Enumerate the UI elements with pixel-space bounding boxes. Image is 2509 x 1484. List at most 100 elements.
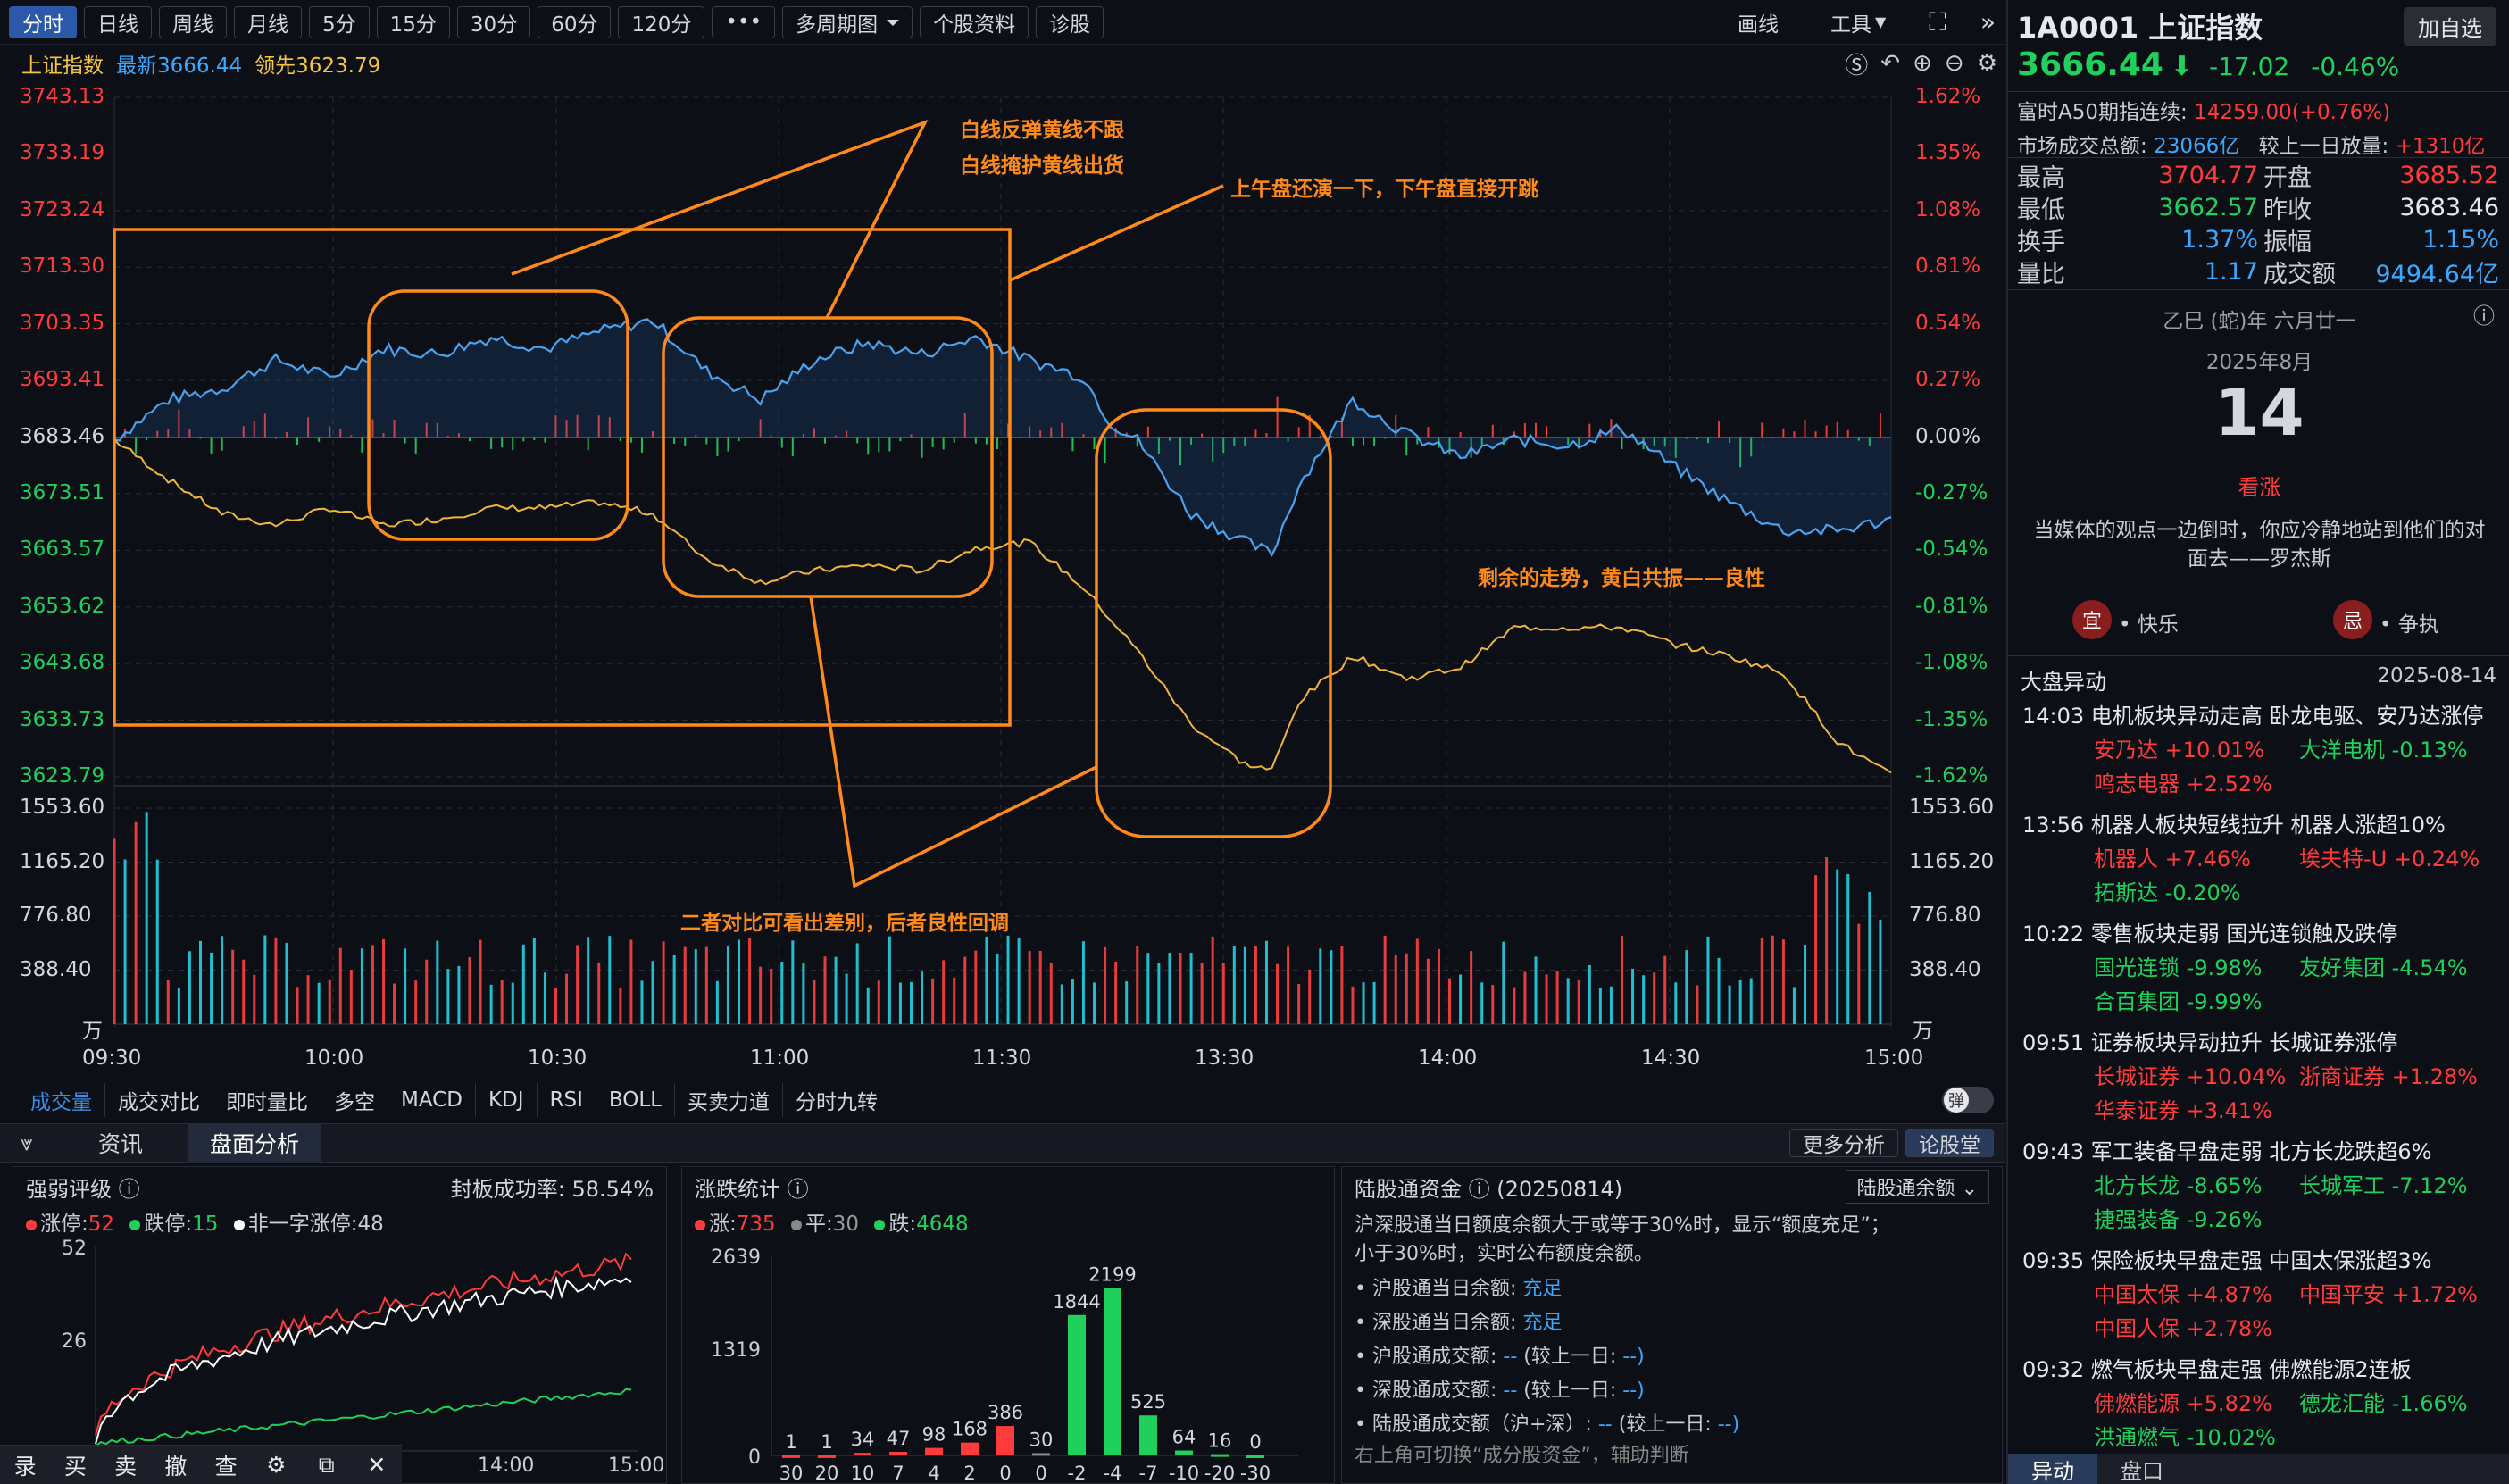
- ind-long-short[interactable]: 多空: [321, 1083, 388, 1117]
- close-icon[interactable]: ✕: [367, 1452, 387, 1478]
- dist-category-label: -30: [1240, 1463, 1271, 1483]
- ind-nine-turn[interactable]: 分时九转: [796, 1091, 879, 1114]
- multi-period-dropdown[interactable]: 多周期图: [782, 5, 913, 38]
- news-stock[interactable]: 友好集团 -4.54%: [2299, 955, 2468, 980]
- intraday-chart[interactable]: 3743.13 1.62% 3733.19 1.35% 3723.24 1.08% 3713…: [0, 82, 2005, 1087]
- settings-gear-icon[interactable]: ⚙: [1976, 50, 1997, 77]
- tab-5min[interactable]: 5分: [309, 5, 370, 38]
- intraday-chart-svg: [113, 96, 1892, 1027]
- copyright-icon[interactable]: Ⓢ: [1845, 52, 1869, 79]
- news-stock[interactable]: 中国人保 +2.78%: [2094, 1316, 2272, 1341]
- dist-bar: [818, 1455, 836, 1458]
- add-watchlist-button[interactable]: 加自选: [2404, 7, 2496, 46]
- stock-profile-button[interactable]: 个股资料: [920, 5, 1029, 38]
- news-stock[interactable]: 北方长龙 -8.65%: [2094, 1173, 2263, 1198]
- zoom-in-icon[interactable]: ⊕: [1913, 50, 1932, 77]
- tab-30min[interactable]: 30分: [456, 5, 531, 38]
- dist-value-label: 386: [988, 1402, 1023, 1423]
- ind-volume[interactable]: 成交量: [18, 1083, 105, 1117]
- news-headline[interactable]: 09:51 证券板块异动拉升 长城证券涨停: [2022, 1030, 2398, 1055]
- info-icon[interactable]: ⓘ: [787, 1176, 809, 1202]
- nav-cancel[interactable]: 撤: [164, 1453, 188, 1480]
- more-periods-button[interactable]: •••: [712, 5, 776, 38]
- news-stock[interactable]: 长城军工 -7.12%: [2299, 1173, 2468, 1198]
- news-stock[interactable]: 浙商证券 +1.28%: [2299, 1064, 2478, 1089]
- quote-line-2: 面去——罗杰斯: [2188, 547, 2331, 571]
- dist-value-label: 1: [821, 1431, 832, 1453]
- nav-record[interactable]: 录: [13, 1453, 37, 1480]
- toggle-label: 弹: [1944, 1088, 1969, 1113]
- news-stock[interactable]: 中国太保 +4.87%: [2094, 1282, 2272, 1307]
- draw-line-button[interactable]: 画线: [1737, 13, 1779, 37]
- settings-gear-icon[interactable]: ⚙: [266, 1452, 287, 1478]
- nav-buy[interactable]: 买: [63, 1453, 87, 1480]
- news-headline[interactable]: 09:32 燃气板块早盘走强 佛燃能源2连板: [2022, 1357, 2412, 1382]
- news-stock[interactable]: 鸣志电器 +2.52%: [2094, 771, 2272, 796]
- news-stock[interactable]: 机器人 +7.46%: [2094, 846, 2251, 871]
- tab-monthly[interactable]: 月线: [234, 5, 302, 38]
- news-stock[interactable]: 德龙汇能 -1.66%: [2299, 1391, 2468, 1416]
- news-headline[interactable]: 10:22 零售板块走弱 国光连锁触及跌停: [2022, 921, 2398, 946]
- ind-buy-sell-force[interactable]: 买卖力道: [675, 1083, 784, 1117]
- tab-market-analysis[interactable]: 盘面分析: [188, 1123, 321, 1163]
- ind-vol-ratio[interactable]: 即时量比: [213, 1083, 321, 1117]
- stat-row-3: 量比 1.17 成交额 9494.64亿: [2017, 257, 2499, 288]
- nav-query[interactable]: 查: [214, 1453, 238, 1480]
- collapse-right-icon[interactable]: »: [1980, 7, 1996, 37]
- diagnose-button[interactable]: 诊股: [1036, 5, 1104, 38]
- undo-icon[interactable]: ↶: [1880, 50, 1901, 77]
- zoom-out-icon[interactable]: ⊖: [1944, 50, 1964, 77]
- news-stock[interactable]: 大洋电机 -0.13%: [2299, 738, 2468, 763]
- tab-120min[interactable]: 120分: [618, 5, 705, 38]
- news-stock[interactable]: 埃夫特-U +0.24%: [2299, 846, 2480, 871]
- popup-toggle[interactable]: 弹: [1942, 1087, 1994, 1113]
- limit-up-line: [95, 1252, 632, 1436]
- ind-rsi[interactable]: RSI: [538, 1083, 596, 1117]
- right-sidebar: 1A0001 上证指数 加自选 3666.44 ⬇ -17.02 -0.46% …: [2006, 0, 2509, 1484]
- tab-handicap[interactable]: 盘口: [2121, 1459, 2163, 1484]
- nav-sell[interactable]: 卖: [114, 1453, 138, 1480]
- news-stock[interactable]: 洪通燃气 -10.02%: [2094, 1425, 2276, 1450]
- tab-fenshi[interactable]: 分时: [9, 5, 77, 38]
- ind-vol-compare[interactable]: 成交对比: [105, 1083, 213, 1117]
- tab-60min[interactable]: 60分: [538, 5, 612, 38]
- info-icon[interactable]: ⓘ: [118, 1176, 140, 1202]
- tab-weekly[interactable]: 周线: [159, 5, 227, 38]
- tab-daily[interactable]: 日线: [84, 5, 152, 38]
- info-icon[interactable]: ⓘ: [1468, 1176, 1490, 1202]
- ind-boll[interactable]: BOLL: [596, 1083, 676, 1117]
- tab-15min[interactable]: 15分: [376, 5, 450, 38]
- tools-dropdown[interactable]: 工具 ▼: [1830, 6, 1886, 38]
- dist-category-label: 4: [928, 1463, 939, 1483]
- news-stock[interactable]: 佛燃能源 +5.82%: [2094, 1391, 2272, 1416]
- news-stock[interactable]: 捷强装备 -9.26%: [2094, 1207, 2263, 1232]
- news-stock[interactable]: 华泰证券 +3.41%: [2094, 1098, 2272, 1123]
- news-headline[interactable]: 13:56 机器人板块短线拉升 机器人涨超10%: [2022, 813, 2446, 838]
- tab-movement[interactable]: 异动: [2008, 1454, 2097, 1484]
- news-stock[interactable]: 国光连锁 -9.98%: [2094, 955, 2263, 980]
- info-icon[interactable]: ⓘ: [2473, 304, 2495, 329]
- news-stock[interactable]: 安乃达 +10.01%: [2094, 738, 2265, 763]
- news-headline[interactable]: 09:35 保险板块早盘走强 中国太保涨超3%: [2022, 1248, 2432, 1273]
- news-stock[interactable]: 拓斯达 -0.20%: [2094, 880, 2241, 905]
- news-headline[interactable]: 14:03 电机板块异动走高 卧龙电驱、安乃达涨停: [2022, 704, 2484, 729]
- dist-category-label: 7: [892, 1463, 904, 1483]
- news-stock[interactable]: 长城证券 +10.04%: [2094, 1064, 2287, 1089]
- news-headline[interactable]: 09:43 军工装备早盘走弱 北方长龙跌超6%: [2022, 1139, 2432, 1164]
- price-tick: 3623.79: [20, 764, 105, 788]
- ind-macd[interactable]: MACD: [388, 1083, 476, 1117]
- news-stock[interactable]: 中国平安 +1.72%: [2299, 1282, 2478, 1307]
- collapse-panel-icon[interactable]: ⩔: [21, 1130, 33, 1155]
- fullscreen-icon[interactable]: ⛶: [1929, 6, 1946, 37]
- lead-price: 领先3623.79: [254, 54, 381, 78]
- northbound-select[interactable]: 陆股通余额 ⌄: [1845, 1170, 1989, 1204]
- pct-tick: -0.27%: [1915, 480, 1988, 504]
- turnover-row: 市场成交总额: 23066亿 较上一日放量: +1310亿: [2017, 135, 2486, 158]
- more-analysis-button[interactable]: 更多分析: [1789, 1129, 1898, 1157]
- forum-button[interactable]: 论股堂: [1905, 1129, 1994, 1157]
- window-icon[interactable]: ⧉: [318, 1451, 335, 1478]
- price-tick: 3713.30: [20, 254, 105, 279]
- news-stock[interactable]: 合百集团 -9.99%: [2094, 989, 2263, 1014]
- ind-kdj[interactable]: KDJ: [476, 1083, 538, 1117]
- tab-news[interactable]: 资讯: [97, 1131, 143, 1157]
